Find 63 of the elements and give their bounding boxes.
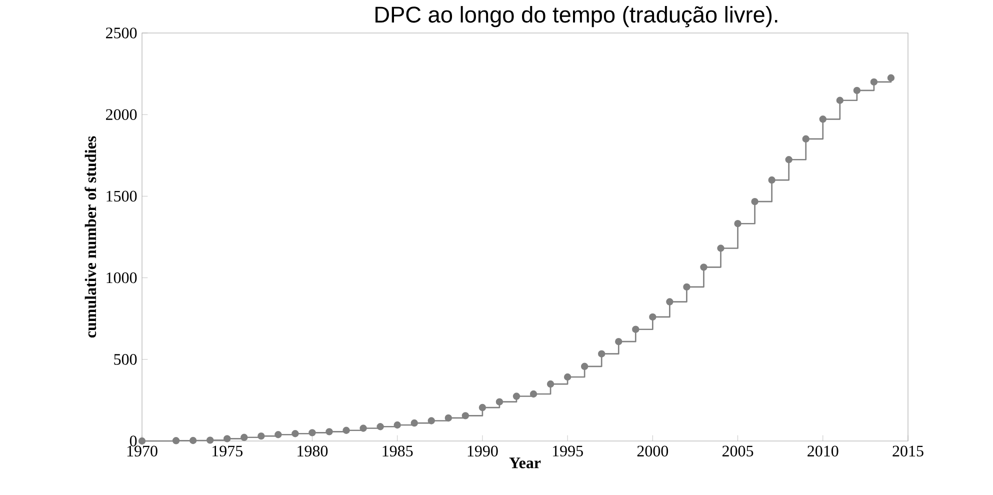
point — [342, 426, 350, 434]
y-tick-label: 1500 — [106, 190, 137, 202]
point — [428, 417, 435, 424]
x-tick-label: 1990 — [468, 446, 498, 456]
point — [292, 430, 299, 438]
x-tick-label: 1970 — [127, 446, 158, 456]
point — [478, 404, 486, 412]
point — [734, 220, 742, 228]
point — [870, 78, 878, 86]
x-tick-label: 1975 — [212, 446, 242, 456]
y-tick-label: 2500 — [106, 28, 137, 38]
point — [768, 176, 776, 184]
point — [308, 429, 316, 436]
point — [258, 432, 265, 440]
point — [887, 74, 895, 82]
x-tick-label: 2000 — [637, 446, 668, 456]
x-tick-label: 2010 — [808, 446, 838, 456]
y-tick-label: 500 — [114, 354, 137, 365]
point — [666, 298, 674, 306]
point — [172, 437, 180, 444]
point — [580, 362, 588, 370]
x-tick-label: 1985 — [382, 446, 413, 456]
point — [683, 283, 690, 291]
point — [462, 412, 470, 420]
point — [632, 326, 640, 333]
point — [394, 421, 401, 429]
point — [700, 264, 708, 271]
point — [836, 96, 844, 104]
point — [274, 431, 282, 438]
x-tick-label: 2005 — [722, 446, 754, 456]
x-axis-title: Year — [509, 458, 541, 468]
point — [853, 86, 861, 94]
point — [802, 135, 810, 143]
point — [649, 313, 656, 321]
point — [785, 156, 792, 164]
point — [615, 338, 622, 346]
point — [189, 436, 197, 444]
y-tick-label: 1000 — [106, 272, 137, 284]
point — [224, 435, 231, 442]
point — [530, 390, 538, 398]
point — [410, 419, 418, 427]
point — [564, 373, 572, 381]
chart-title: DPC ao longo do tempo (tradução livre). — [376, 6, 778, 28]
y-tick-label: 0 — [130, 436, 137, 446]
x-tick-label: 2015 — [892, 446, 924, 456]
point — [138, 437, 146, 445]
point — [444, 414, 452, 422]
x-tick-label: 1980 — [298, 446, 328, 456]
point — [326, 428, 333, 436]
y-axis-title: cumulative number of studies — [84, 136, 96, 338]
point — [751, 198, 758, 206]
point — [512, 392, 520, 400]
point — [717, 244, 724, 252]
y-tick-label: 2000 — [106, 109, 137, 120]
point — [376, 423, 384, 430]
x-tick-label: 1995 — [552, 446, 583, 456]
point — [546, 380, 554, 388]
point — [598, 350, 606, 358]
point — [819, 116, 826, 123]
point — [206, 436, 214, 444]
point — [240, 434, 248, 441]
point — [496, 398, 504, 406]
point — [360, 424, 367, 432]
